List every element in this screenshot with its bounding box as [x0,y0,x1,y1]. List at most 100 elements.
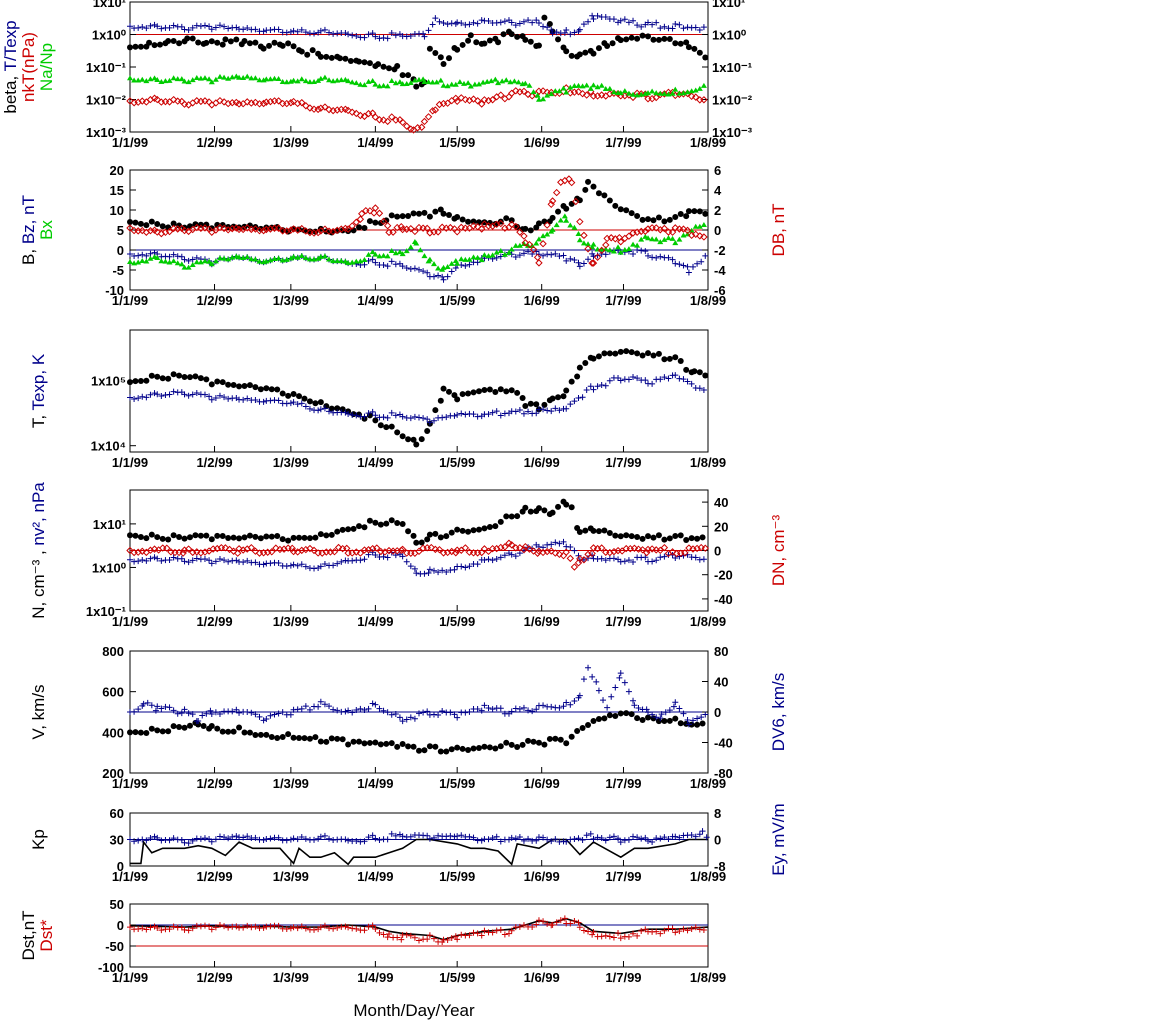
data-point [669,90,676,96]
data-point [221,834,228,841]
data-point [403,931,410,938]
data-point [575,231,582,237]
data-point [287,562,294,569]
data-point [519,741,526,748]
data-point [139,251,146,258]
data-point [588,549,596,558]
data-point [696,49,703,56]
data-point [497,219,505,228]
data-point [676,90,683,96]
data-point [424,936,431,943]
data-point [154,925,161,931]
data-point [507,220,516,229]
data-point [353,706,360,713]
data-point [520,240,527,246]
data-point [585,178,592,185]
data-point [154,23,161,30]
data-point [555,208,562,215]
data-point [365,410,372,417]
data-point [649,838,656,845]
data-point [134,98,142,106]
data-point [178,261,185,267]
data-point [497,247,504,253]
data-point [143,377,150,384]
y-tick-label: 0 [117,243,124,258]
data-point [548,541,555,548]
data-point [556,704,563,711]
data-point [549,30,556,37]
data-point [407,932,414,939]
x-tick-label: 1/3/99 [273,135,309,150]
data-point [376,929,383,936]
data-point [657,930,664,937]
data-point [197,23,204,30]
data-point [356,215,365,223]
data-point [481,252,488,258]
data-point [244,254,251,260]
data-point [244,833,251,840]
data-point [399,553,406,560]
data-point [317,27,324,34]
data-point [420,30,427,37]
data-point [221,394,228,401]
series-bx [127,213,707,272]
data-point [631,702,638,709]
data-point [458,410,465,417]
data-point [298,561,305,568]
data-point [642,377,649,384]
x-tick-label: 1/3/99 [273,455,309,470]
data-point [457,94,465,102]
data-point [342,708,349,715]
data-point [585,928,592,935]
data-point [263,731,270,738]
data-point [377,741,384,748]
data-point [174,710,181,717]
data-point [691,45,698,52]
data-point [623,532,630,539]
data-point [310,546,318,555]
data-point [645,235,652,241]
data-point [247,543,256,552]
data-point [244,395,251,402]
data-point [548,703,555,710]
data-point [349,709,356,716]
data-point [143,258,150,264]
data-point [508,217,515,224]
data-point [435,569,442,576]
data-point [170,22,177,29]
data-point [294,925,301,932]
data-point [597,91,606,99]
x-tick-label: 1/7/99 [605,455,641,470]
data-point [448,935,455,942]
data-point [154,76,161,82]
data-point [520,232,528,240]
data-point [548,838,555,845]
data-point [470,254,477,260]
data-point [661,374,668,381]
data-point [610,248,617,254]
data-point [662,709,669,716]
data-point [615,19,622,26]
data-point [649,380,656,387]
data-point [127,75,133,81]
data-point [206,923,213,930]
data-point [458,931,465,938]
data-point [563,48,570,55]
data-point [334,528,341,535]
data-point [445,211,452,218]
data-point [448,268,455,275]
data-point [598,82,605,88]
data-point [439,273,446,280]
data-point [567,178,576,187]
series-dv6 [127,664,709,728]
data-point [529,547,538,555]
data-point [330,706,337,713]
data-point [610,833,617,840]
data-point [448,746,455,753]
data-point [197,835,204,842]
data-point [158,557,165,564]
data-point [132,729,139,736]
data-point [437,77,444,83]
data-point [666,355,673,362]
y-tick-label: 800 [102,644,124,659]
